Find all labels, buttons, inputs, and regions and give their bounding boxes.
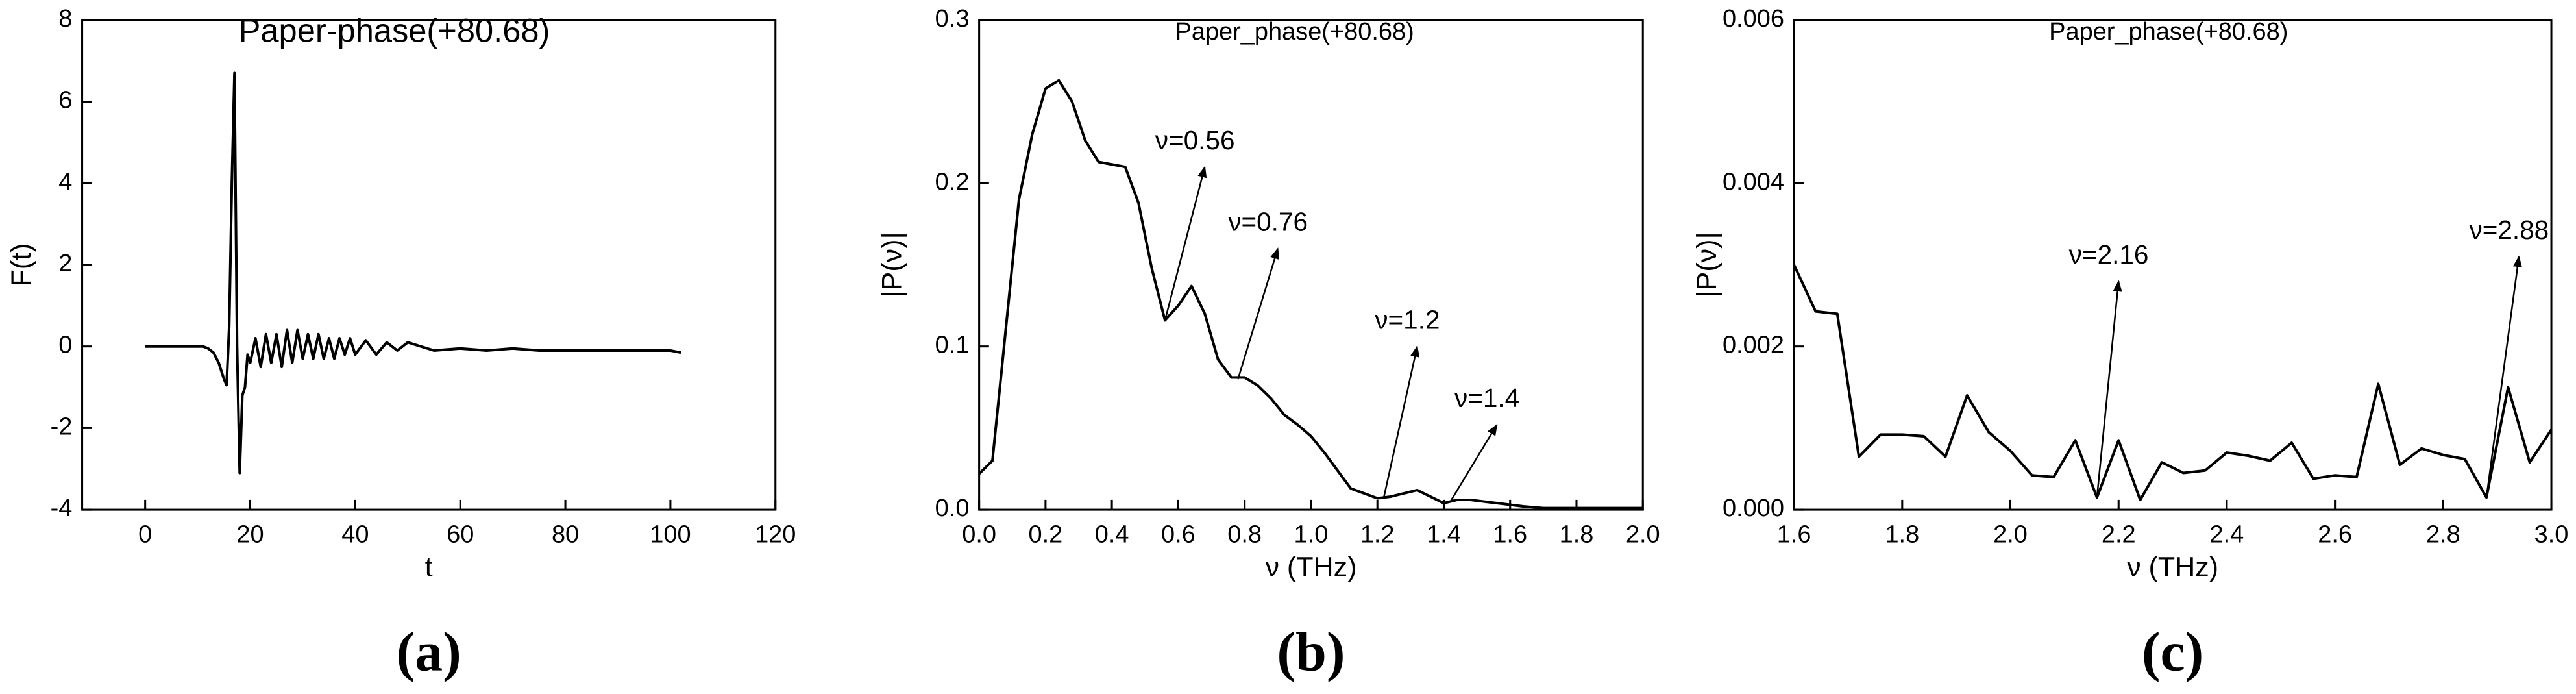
y-tick-label: 0.006	[1723, 5, 1784, 32]
chart-title: Paper_phase(+80.68)	[1175, 18, 1414, 45]
x-axis-label: ν (THz)	[1265, 552, 1356, 583]
y-axis-label: |P(ν)|	[876, 232, 907, 297]
x-tick-label: 2.2	[2102, 521, 2136, 549]
annotation-label: ν=2.16	[2069, 240, 2149, 269]
x-tick-label: 0.8	[1227, 521, 1262, 549]
x-tick-label: 20	[236, 521, 264, 549]
annotation-label: ν=2.88	[2469, 215, 2549, 245]
y-axis-label: F(t)	[6, 243, 37, 286]
x-axis-label: ν (THz)	[2127, 552, 2218, 583]
x-tick-label: 0.0	[962, 521, 996, 549]
annotation-label: ν=0.76	[1228, 207, 1308, 237]
y-tick-label: 0.3	[935, 5, 970, 32]
x-tick-label: 100	[650, 521, 691, 549]
y-tick-label: 0.004	[1723, 168, 1784, 195]
x-tick-label: 0.6	[1161, 521, 1196, 549]
x-tick-label: 40	[341, 521, 369, 549]
y-tick-label: 0	[58, 332, 72, 359]
y-tick-label: 0.2	[935, 168, 970, 195]
x-tick-label: 1.6	[1777, 521, 1811, 549]
y-tick-label: 2	[58, 250, 72, 277]
plot-frame	[81, 19, 777, 511]
panel-label: (c)	[2142, 621, 2204, 683]
x-tick-label: 1.4	[1427, 521, 1461, 549]
y-tick-label: 0.002	[1723, 332, 1784, 359]
x-tick-label: 2.0	[1993, 521, 2028, 549]
annotation-arrow	[2096, 280, 2122, 498]
annotation-label: ν=1.4	[1454, 383, 1519, 413]
y-axis-label: |P(ν)|	[1691, 232, 1723, 297]
y-tick-label: 6	[58, 87, 72, 114]
chart-title: Paper-phase(+80.68)	[239, 12, 550, 49]
x-tick-label: 2.0	[1626, 521, 1660, 549]
panel-label: (a)	[396, 621, 461, 683]
y-tick-label: 0.1	[935, 332, 970, 359]
x-tick-label: 60	[447, 521, 474, 549]
x-tick-label: 0.4	[1095, 521, 1129, 549]
x-tick-label: 1.2	[1360, 521, 1395, 549]
y-tick-label: -2	[51, 413, 73, 440]
panel-label: (b)	[1277, 621, 1345, 683]
data-line	[978, 79, 1643, 510]
chart-title: Paper_phase(+80.68)	[2049, 18, 2288, 45]
y-tick-label: 0.000	[1723, 495, 1784, 522]
y-tick-label: 0.0	[935, 495, 970, 522]
data-line	[145, 71, 681, 475]
annotation-arrow	[2485, 255, 2522, 498]
x-tick-label: 0	[138, 521, 152, 549]
x-tick-label: 120	[755, 521, 796, 549]
x-tick-label: 2.8	[2426, 521, 2460, 549]
data-line	[1793, 264, 2553, 502]
annotation-label: ν=1.2	[1375, 304, 1440, 334]
x-tick-label: 2.4	[2210, 521, 2244, 549]
y-tick-label: -4	[51, 495, 73, 522]
x-tick-label: 3.0	[2534, 521, 2569, 549]
annotation-arrow	[1237, 247, 1279, 380]
x-axis-label: t	[425, 552, 433, 583]
annotation-arrow	[1164, 166, 1207, 321]
x-tick-label: 1.6	[1493, 521, 1527, 549]
x-tick-label: 0.2	[1029, 521, 1063, 549]
x-tick-label: 1.0	[1294, 521, 1329, 549]
x-tick-label: 80	[552, 521, 579, 549]
x-tick-label: 2.6	[2318, 521, 2352, 549]
annotation-arrow	[1383, 345, 1420, 497]
annotation-arrow	[1449, 423, 1498, 502]
y-tick-label: 4	[58, 168, 72, 195]
x-tick-label: 1.8	[1885, 521, 1919, 549]
x-tick-label: 1.8	[1560, 521, 1594, 549]
annotation-label: ν=0.56	[1155, 125, 1235, 155]
y-tick-label: 8	[58, 5, 72, 32]
